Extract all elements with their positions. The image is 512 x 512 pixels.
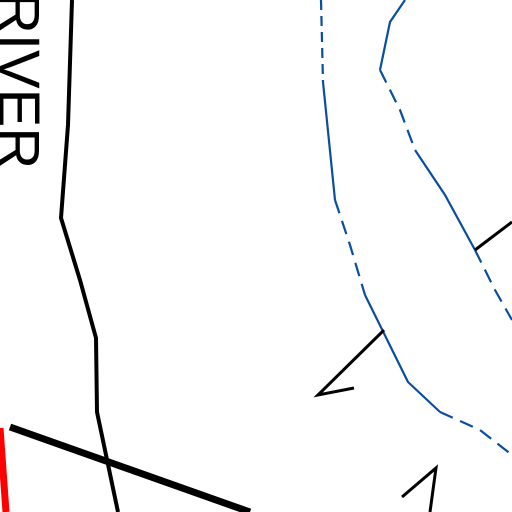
stream-dashed — [439, 410, 512, 456]
stream-dashed — [333, 199, 367, 296]
road — [313, 328, 386, 398]
river-label: RIVER — [0, 0, 51, 169]
stream — [321, 81, 337, 201]
stream-dashed — [474, 249, 512, 321]
road — [474, 220, 512, 252]
stream-dashed — [379, 69, 417, 151]
stream — [414, 149, 476, 251]
red-boundary — [0, 427, 10, 512]
road — [58, 0, 120, 512]
stream — [378, 0, 406, 71]
road — [401, 464, 439, 512]
major-road — [8, 423, 252, 512]
stream — [364, 294, 441, 413]
stream-dashed — [319, 0, 325, 83]
